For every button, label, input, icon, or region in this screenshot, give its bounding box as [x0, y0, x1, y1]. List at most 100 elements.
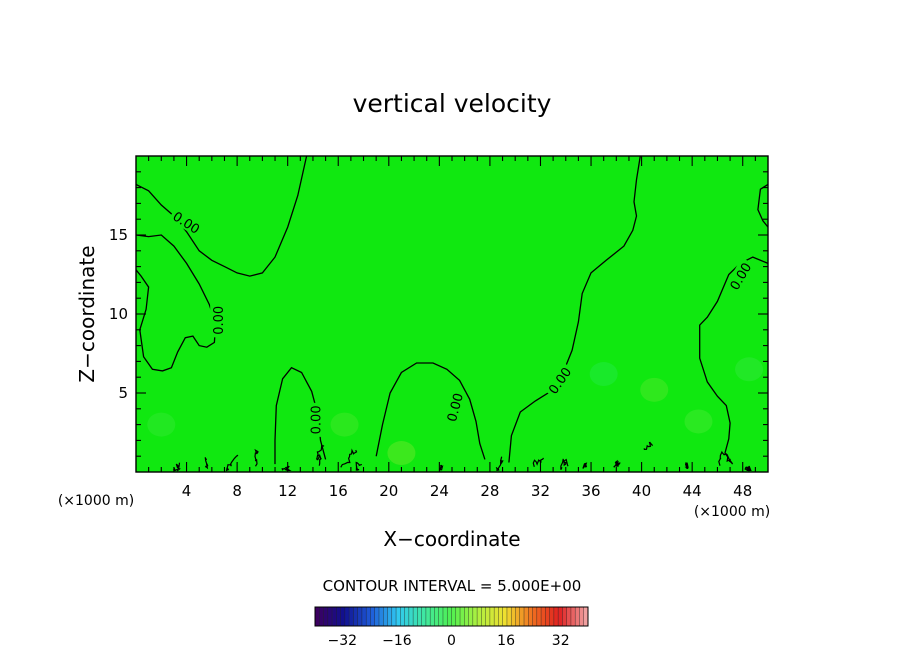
colorbar-strip	[447, 607, 452, 626]
colorbar-strip	[528, 607, 533, 626]
surface-contour	[315, 445, 325, 466]
surface-contour	[225, 454, 239, 472]
surface-contour	[438, 464, 444, 471]
field-blob	[684, 409, 713, 434]
colorbar-strip	[541, 607, 546, 626]
colorbar-strip	[400, 607, 405, 626]
x-axis-label: X−coordinate	[383, 527, 520, 551]
x-tick-label: 44	[683, 482, 702, 500]
colorbar-strip	[408, 607, 414, 626]
colorbar-ticks: −32 −16 0 16 32	[328, 633, 570, 649]
colorbar-strip	[515, 607, 521, 626]
colorbar-strip	[498, 607, 503, 626]
colorbar-strip	[524, 607, 529, 626]
colorbar-strip	[370, 607, 376, 626]
colorbar-strip	[378, 607, 384, 626]
colorbar-tick-label: −32	[328, 633, 358, 649]
colorbar-strip	[455, 607, 461, 626]
colorbar-strip	[489, 607, 495, 626]
colorbar-strip	[323, 607, 329, 626]
colorbar-strip	[442, 607, 448, 626]
colorbar-frame	[314, 606, 589, 627]
surface-contour	[281, 465, 292, 472]
field-blob	[330, 412, 359, 437]
surface-contour	[172, 462, 181, 472]
contour-label-bg	[724, 257, 755, 295]
colorbar	[314, 606, 589, 627]
colorbar-strip	[366, 607, 371, 626]
field-blob	[735, 357, 764, 382]
contour-label-bg	[168, 206, 206, 238]
colorbar-strip	[545, 607, 550, 626]
near-surface-contours	[172, 441, 752, 472]
colorbar-strip	[472, 607, 478, 626]
colorbar-strip	[536, 607, 542, 626]
field-blob	[387, 441, 416, 466]
colorbar-strip	[460, 607, 465, 626]
x-tick-label: 8	[232, 482, 242, 500]
surface-contour	[684, 462, 689, 470]
colorbar-strip	[451, 607, 457, 626]
colorbar-strip	[349, 607, 354, 626]
colorbar-strip	[404, 607, 410, 626]
colorbar-strip	[438, 607, 444, 626]
colorbar-strip	[583, 607, 589, 626]
surface-contour	[532, 457, 545, 467]
colorbar-tick-label: −16	[382, 633, 412, 649]
y-axis-ticks: 5 10 15	[109, 171, 768, 457]
contour-label-bg	[442, 388, 466, 426]
surface-contour	[204, 457, 209, 470]
x-units-label-left: (×1000 m)	[58, 493, 134, 509]
contour-interval-label: CONTOUR INTERVAL = 5.000E+00	[323, 577, 582, 595]
contour-label-bg	[210, 303, 226, 338]
colorbar-strip	[353, 607, 358, 626]
colorbar-strip	[413, 607, 418, 626]
colorbar-strip	[532, 607, 538, 626]
surface-contour	[613, 459, 621, 468]
colorbar-strip	[481, 607, 486, 626]
x-tick-label: 24	[430, 482, 449, 500]
colorbar-strip	[549, 607, 555, 626]
x-axis-ticks: 4 8 12 16 20 24 28 32 36 40 44 48	[148, 156, 756, 500]
chart-title: vertical velocity	[353, 89, 552, 118]
colorbar-strip	[570, 607, 576, 626]
colorbar-strip	[421, 607, 427, 626]
contour-label: 0.00	[212, 306, 227, 335]
contour-label-bg	[543, 361, 575, 399]
surface-contour	[340, 448, 358, 468]
zero-contour-line	[508, 155, 641, 463]
x-tick-label: 4	[182, 482, 192, 500]
surface-contour	[495, 456, 504, 472]
contour-labels: 0.000.000.00 0.000.000.00	[168, 206, 755, 437]
contour-label: 0.00	[445, 392, 467, 424]
x-tick-label: 16	[329, 482, 348, 500]
contour-label-bg	[307, 402, 323, 437]
colorbar-strip	[387, 607, 393, 626]
surface-contour	[582, 462, 588, 469]
colorbar-strip	[511, 607, 516, 626]
colorbar-strip	[391, 607, 397, 626]
x-tick-label: 12	[278, 482, 297, 500]
colorbar-strip	[558, 607, 563, 626]
colorbar-strip	[519, 607, 525, 626]
colorbar-strip	[506, 607, 512, 626]
colorbar-strip	[425, 607, 431, 626]
surface-contour	[643, 441, 654, 451]
colorbar-strip	[374, 607, 380, 626]
colorbar-strip	[361, 607, 367, 626]
colorbar-strip	[434, 607, 440, 626]
colorbar-strip	[383, 607, 388, 626]
colorbar-strip	[332, 607, 337, 626]
colorbar-strip	[579, 607, 585, 626]
zero-contour-line	[757, 183, 769, 228]
x-tick-label: 32	[531, 482, 550, 500]
surface-contour	[254, 448, 259, 467]
colorbar-strip	[464, 607, 469, 626]
field-blob	[589, 362, 618, 387]
colorbar-strip	[357, 607, 363, 626]
x-tick-label: 48	[733, 482, 752, 500]
colorbar-strip	[562, 607, 567, 626]
colorbar-strip	[319, 607, 324, 626]
colorbar-strip	[553, 607, 559, 626]
surface-contour	[355, 461, 363, 471]
